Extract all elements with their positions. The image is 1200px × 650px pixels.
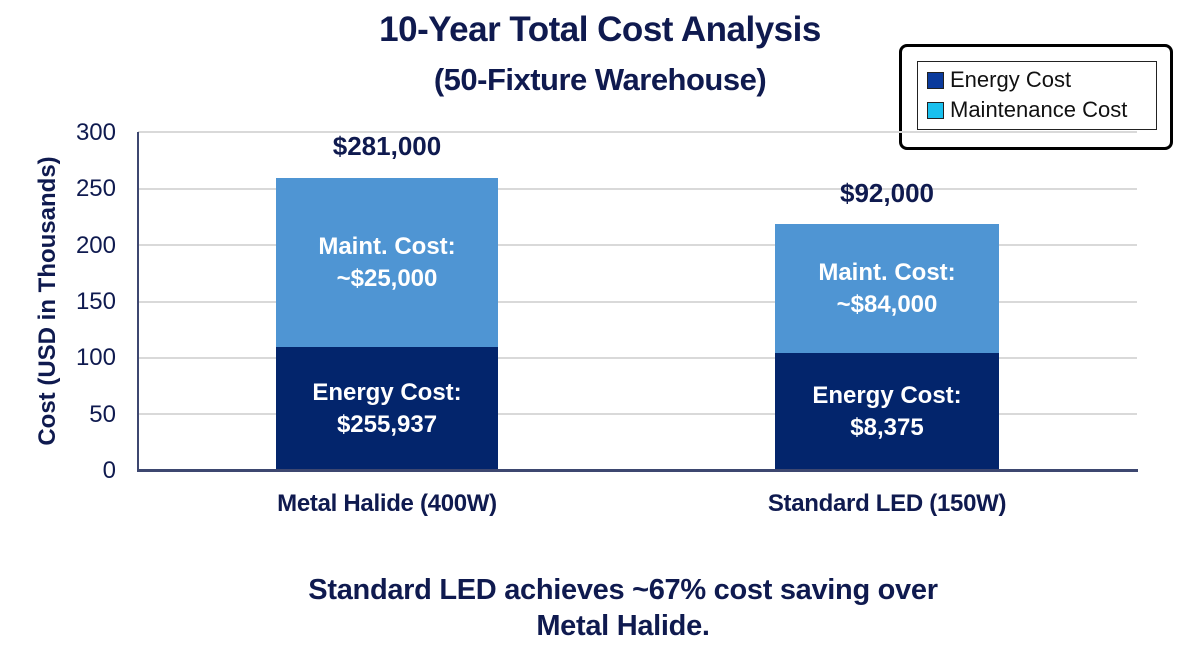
y-tick-50: 50 (89, 401, 116, 428)
bar-segment-maintenance-metal-halide[interactable]: Maint. Cost: ~$25,000 (276, 178, 498, 348)
y-tick-0: 0 (102, 457, 116, 484)
maint-label-line1: Maint. Cost: (818, 259, 956, 286)
gridline-250 (138, 188, 1137, 190)
x-tick-metal-halide: Metal Halide (400W) (277, 490, 497, 517)
y-tick-200: 200 (75, 232, 116, 259)
gridline-150 (138, 301, 1137, 303)
y-tick-100: 100 (75, 344, 116, 371)
chart-title: 10-Year Total Cost Analysis (379, 10, 821, 49)
gridline-100 (138, 357, 1137, 359)
maint-label-line1: Maint. Cost: (318, 233, 456, 260)
footnote-line2: Metal Halide. (536, 610, 710, 642)
gridline-200 (138, 244, 1137, 246)
energy-label-line1: Energy Cost: (312, 378, 462, 406)
y-tick-250: 250 (75, 175, 116, 202)
y-tick-150: 150 (75, 288, 116, 315)
bar-segment-energy-standard-led[interactable]: Energy Cost: $8,375 (775, 353, 999, 470)
bar-segment-maintenance-standard-led[interactable]: Maint. Cost: ~$84,000 (775, 224, 999, 354)
bar-total-standard-led: $92,000 (840, 178, 934, 208)
energy-label-line2: $8,375 (850, 413, 924, 441)
legend-box (917, 61, 1157, 130)
gridline-50 (138, 413, 1137, 415)
legend-label-energy: Energy Cost (950, 67, 1072, 92)
bar-total-metal-halide: $281,000 (332, 131, 442, 161)
gridline-300 (138, 131, 1137, 133)
maintenance-swatch-icon (927, 101, 944, 119)
footnote: Standard LED achieves ~67% cost saving o… (0, 572, 1200, 644)
legend-item-energy: Energy Cost (927, 67, 1071, 93)
maint-label-line2: ~$84,000 (836, 291, 938, 318)
energy-label-line2: $255,937 (336, 410, 438, 438)
energy-label-line1: Energy Cost: (812, 381, 962, 409)
chart-subtitle: (50-Fixture Warehouse) (433, 62, 767, 97)
maint-label-line2: ~$25,000 (336, 265, 438, 292)
footnote-line1: Standard LED achieves ~67% cost saving o… (308, 574, 938, 606)
bar-segment-energy-metal-halide[interactable]: Energy Cost: $255,937 (276, 347, 498, 470)
legend-label-maintenance: Maintenance Cost (950, 97, 1128, 122)
y-axis-line (137, 132, 139, 472)
y-axis-label: Cost (USD in Thousands) (34, 156, 61, 446)
y-tick-300: 300 (75, 119, 116, 146)
x-axis-line (137, 469, 1138, 472)
energy-swatch-icon (927, 71, 944, 89)
legend-item-maintenance: Maintenance Cost (927, 97, 1127, 123)
x-tick-standard-led: Standard LED (150W) (767, 490, 1007, 517)
